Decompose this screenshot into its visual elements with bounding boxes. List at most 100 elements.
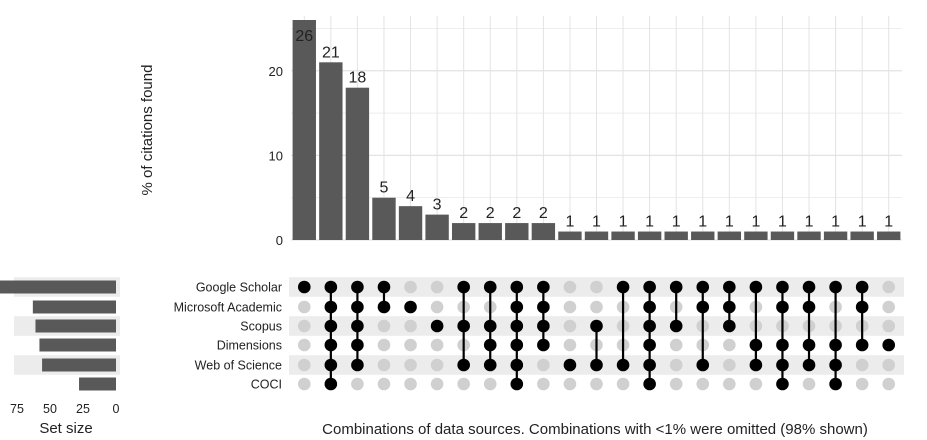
bar-value-label: 1 [592,214,601,231]
matrix-dot-inactive [297,358,311,372]
matrix-dot-inactive [882,280,896,294]
matrix-dot-inactive [616,377,630,391]
matrix-dot-active [351,319,364,333]
matrix-dot-inactive [696,377,710,391]
set-name-label: Dimensions [217,339,282,353]
matrix-dot-active [324,338,338,352]
matrix-dot-inactive [563,319,577,333]
matrix-dot-active [324,377,338,391]
set-size-tick-label: 0 [113,402,120,416]
matrix-dot-active [510,319,524,333]
matrix-dot-active [643,377,656,391]
matrix-dot-active [510,300,524,314]
bar [611,231,635,240]
matrix-dot-active [749,358,763,372]
matrix-dot-inactive [855,358,869,372]
bar [558,231,582,240]
set-size-bar [0,280,117,294]
bar [292,20,316,240]
matrix-dot-inactive [430,377,444,391]
bar [744,231,768,240]
bar [584,231,609,240]
bar-value-label: 1 [672,214,681,231]
matrix-dot-active [483,319,497,333]
bar [691,231,715,240]
bar-value-label: 1 [831,214,840,231]
bar-value-label: 2 [512,205,521,222]
set-size-bar [79,377,116,391]
matrix-dot-active [643,319,656,333]
matrix-dot-inactive [855,377,869,391]
matrix-dot-active [802,300,816,314]
set-name-label: COCI [251,378,282,392]
bar-value-label: 4 [406,188,415,205]
matrix-dot-inactive [430,280,444,294]
matrix-dot-active [510,338,524,352]
matrix-dot-inactive [563,377,577,391]
matrix-dot-active [776,300,789,314]
matrix-dot-inactive [882,377,896,391]
bar [823,231,848,240]
bar-value-label: 2 [459,205,468,222]
bar-value-label: 21 [322,44,340,61]
set-size-tick-label: 50 [43,402,57,416]
matrix-dot-active [563,358,577,372]
matrix-dot-inactive [590,377,603,391]
matrix-dot-inactive [537,358,550,372]
bar [637,231,662,240]
bar [451,223,476,240]
bar [531,223,556,240]
y-tick-label: 20 [269,64,283,79]
matrix-dot-active [643,300,656,314]
matrix-dot-active [351,338,364,352]
matrix-dot-active [669,319,683,333]
matrix-dot-active [537,319,550,333]
matrix-dot-active [377,300,391,314]
matrix-dot-inactive [404,319,417,333]
y-axis-title: % of citations found [139,65,156,196]
matrix-dot-active [855,338,869,352]
matrix-dot-active [430,319,444,333]
matrix-dot-inactive [669,358,683,372]
matrix-dot-active [590,358,603,372]
matrix-dot-inactive [590,280,603,294]
matrix-dot-inactive [377,319,391,333]
matrix-dot-inactive [404,280,417,294]
matrix-dot-active [457,319,470,333]
matrix-dot-inactive [351,377,364,391]
bar [478,223,502,240]
matrix-dot-active [537,300,550,314]
set-size-bar [35,319,117,333]
bar [505,223,529,240]
set-name-label: Microsoft Academic [174,301,282,315]
matrix-dot-active [404,300,417,314]
matrix-dot-active [643,280,656,294]
matrix-dot-active [696,280,710,294]
matrix-dot-inactive [297,338,311,352]
matrix-dot-active [457,358,470,372]
bar-value-label: 2 [486,205,495,222]
matrix-dot-active [829,338,842,352]
matrix-dot-active [802,338,816,352]
matrix-dot-active [643,338,656,352]
matrix-dot-inactive [669,338,683,352]
matrix-dot-active [723,319,736,333]
matrix-dot-inactive [377,358,391,372]
matrix-dot-active [776,377,789,391]
matrix-dot-active [776,280,789,294]
matrix-dot-active [324,319,338,333]
matrix-dot-active [590,319,603,333]
matrix-dot-active [802,280,816,294]
bar-value-label: 1 [645,214,654,231]
bar-value-label: 3 [433,197,442,214]
matrix-dot-inactive [430,338,444,352]
bar-value-label: 1 [725,214,734,231]
matrix-dot-active [483,338,497,352]
bar-value-label: 2 [539,205,548,222]
matrix-dot-active [616,358,630,372]
matrix-dot-active [510,280,524,294]
set-size-tick-label: 75 [10,402,24,416]
matrix-dot-inactive [377,377,391,391]
matrix-dot-inactive [430,300,444,314]
